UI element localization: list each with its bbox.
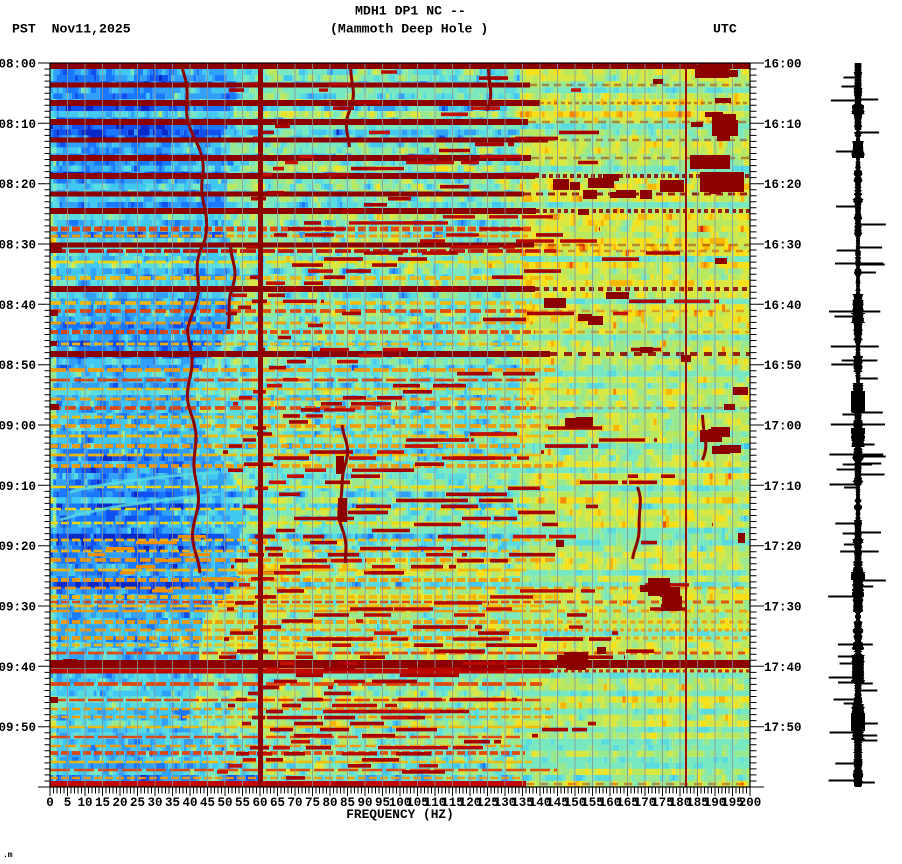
svg-text:75: 75	[305, 796, 320, 810]
svg-text:25: 25	[130, 796, 145, 810]
svg-text:17:00: 17:00	[764, 419, 802, 433]
svg-text:09:00: 09:00	[0, 419, 36, 433]
svg-text:120: 120	[459, 796, 482, 810]
svg-text:09:30: 09:30	[0, 600, 36, 614]
svg-text:08:20: 08:20	[0, 178, 36, 192]
svg-text:17:50: 17:50	[764, 721, 802, 735]
svg-text:40: 40	[182, 796, 197, 810]
svg-text:85: 85	[340, 796, 355, 810]
svg-text:95: 95	[375, 796, 390, 810]
svg-text:17:20: 17:20	[764, 540, 802, 554]
svg-text:90: 90	[357, 796, 372, 810]
svg-text:09:50: 09:50	[0, 721, 36, 735]
svg-text:105: 105	[406, 796, 429, 810]
svg-text:110: 110	[424, 796, 447, 810]
svg-text:60: 60	[252, 796, 267, 810]
svg-text:140: 140	[529, 796, 552, 810]
svg-text:16:50: 16:50	[764, 359, 802, 373]
svg-text:190: 190	[704, 796, 727, 810]
svg-text:130: 130	[494, 796, 517, 810]
svg-text:08:00: 08:00	[0, 58, 36, 72]
svg-text:17:30: 17:30	[764, 600, 802, 614]
svg-text:(Mammoth Deep Hole ): (Mammoth Deep Hole )	[330, 22, 488, 37]
svg-text:165: 165	[616, 796, 639, 810]
svg-text:100: 100	[389, 796, 412, 810]
svg-text:16:10: 16:10	[764, 118, 802, 132]
svg-text:.m: .m	[3, 851, 13, 860]
svg-text:UTC: UTC	[713, 22, 737, 37]
svg-text:170: 170	[634, 796, 657, 810]
svg-text:115: 115	[441, 796, 464, 810]
svg-text:09:10: 09:10	[0, 480, 36, 494]
svg-text:50: 50	[217, 796, 232, 810]
svg-text:180: 180	[669, 796, 692, 810]
svg-text:09:20: 09:20	[0, 540, 36, 554]
svg-text:16:40: 16:40	[764, 299, 802, 313]
svg-text:160: 160	[599, 796, 622, 810]
svg-text:125: 125	[476, 796, 499, 810]
svg-text:145: 145	[546, 796, 569, 810]
svg-text:135: 135	[511, 796, 534, 810]
svg-text:0: 0	[46, 796, 54, 810]
svg-text:175: 175	[651, 796, 674, 810]
svg-text:5: 5	[64, 796, 72, 810]
svg-text:17:10: 17:10	[764, 480, 802, 494]
svg-text:65: 65	[270, 796, 285, 810]
svg-text:45: 45	[200, 796, 215, 810]
svg-text:20: 20	[112, 796, 127, 810]
svg-text:10: 10	[77, 796, 92, 810]
svg-text:155: 155	[581, 796, 604, 810]
svg-text:185: 185	[686, 796, 709, 810]
svg-text:15: 15	[95, 796, 110, 810]
svg-text:35: 35	[165, 796, 180, 810]
svg-text:16:20: 16:20	[764, 178, 802, 192]
svg-text:09:40: 09:40	[0, 661, 36, 675]
svg-text:17:40: 17:40	[764, 661, 802, 675]
svg-text:MDH1 DP1 NC --: MDH1 DP1 NC --	[355, 4, 466, 19]
svg-text:08:30: 08:30	[0, 238, 36, 252]
svg-text:FREQUENCY (HZ): FREQUENCY (HZ)	[346, 807, 454, 822]
svg-text:80: 80	[322, 796, 337, 810]
svg-text:08:10: 08:10	[0, 118, 36, 132]
svg-text:16:30: 16:30	[764, 238, 802, 252]
svg-text:55: 55	[235, 796, 250, 810]
svg-text:08:50: 08:50	[0, 359, 36, 373]
svg-text:70: 70	[287, 796, 302, 810]
svg-text:30: 30	[147, 796, 162, 810]
svg-text:150: 150	[564, 796, 587, 810]
svg-text:195: 195	[721, 796, 744, 810]
svg-text:16:00: 16:00	[764, 58, 802, 72]
svg-text:08:40: 08:40	[0, 299, 36, 313]
svg-text:PST Nov11,2025: PST Nov11,2025	[12, 22, 131, 37]
svg-text:200: 200	[739, 796, 762, 810]
